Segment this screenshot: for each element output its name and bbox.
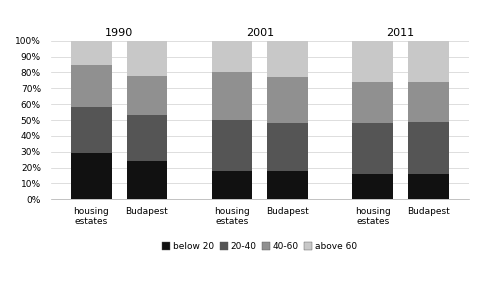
- Bar: [352, 41, 393, 82]
- Bar: [267, 41, 308, 77]
- Bar: [126, 115, 167, 161]
- Bar: [212, 120, 252, 171]
- Bar: [126, 41, 167, 76]
- Bar: [71, 41, 112, 65]
- Text: 1990: 1990: [105, 28, 133, 38]
- Bar: [126, 76, 167, 115]
- Bar: [267, 123, 308, 171]
- Text: 2011: 2011: [386, 28, 415, 38]
- Bar: [408, 41, 449, 82]
- Bar: [352, 174, 393, 199]
- Bar: [212, 171, 252, 199]
- Bar: [267, 77, 308, 123]
- Text: 2001: 2001: [246, 28, 274, 38]
- Bar: [408, 174, 449, 199]
- Bar: [71, 65, 112, 107]
- Bar: [408, 122, 449, 174]
- Bar: [71, 107, 112, 153]
- Bar: [126, 161, 167, 199]
- Bar: [267, 171, 308, 199]
- Legend: below 20, 20-40, 40-60, above 60: below 20, 20-40, 40-60, above 60: [159, 239, 361, 255]
- Bar: [71, 153, 112, 199]
- Bar: [352, 82, 393, 123]
- Bar: [212, 73, 252, 120]
- Bar: [408, 82, 449, 122]
- Bar: [212, 41, 252, 73]
- Bar: [352, 123, 393, 174]
